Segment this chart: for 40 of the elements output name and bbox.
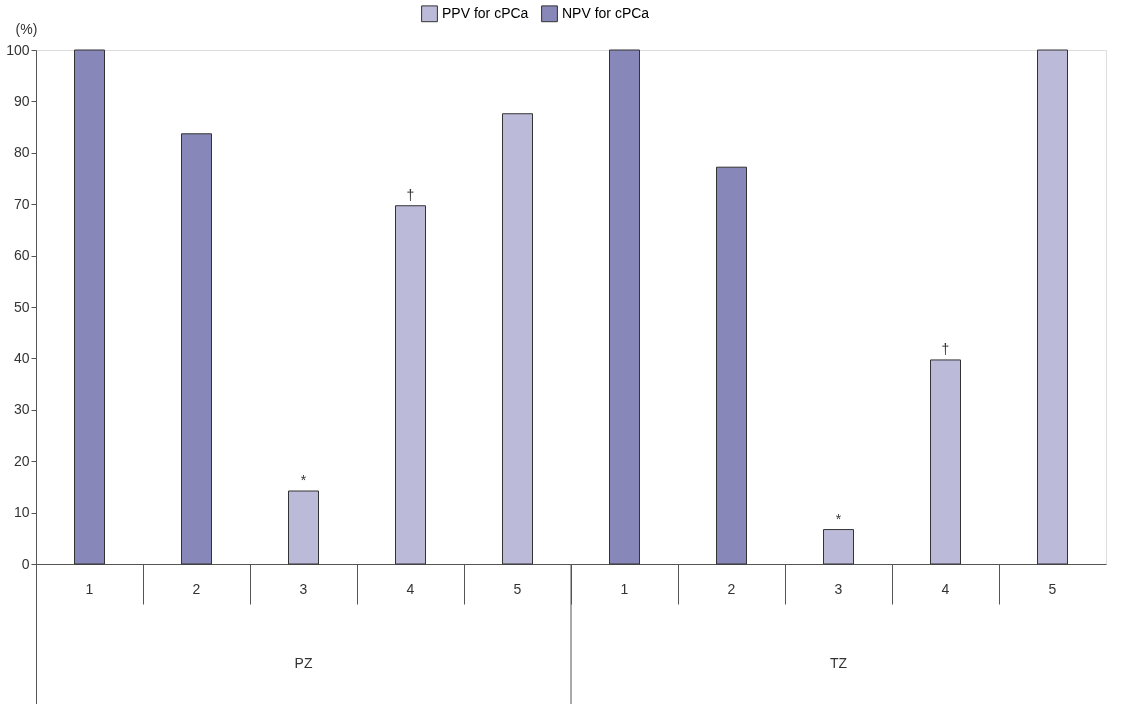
y-tick-label: 10 xyxy=(13,504,30,521)
bar xyxy=(609,49,640,565)
y-tick-label: 30 xyxy=(13,401,30,418)
bar xyxy=(395,205,426,565)
bar xyxy=(502,113,533,565)
bar xyxy=(823,529,854,565)
x-tick-label: 5 xyxy=(1048,580,1057,597)
x-tick-label: 3 xyxy=(299,580,308,597)
legend-label: NPV for cPCa xyxy=(562,4,650,21)
y-tick-label: 80 xyxy=(13,144,30,161)
y-tick-label: 0 xyxy=(21,555,30,572)
y-tick-label: 60 xyxy=(13,247,30,264)
y-axis-title: (%) xyxy=(15,20,38,37)
annotation: † xyxy=(941,340,950,357)
bar xyxy=(74,49,105,565)
annotation: * xyxy=(300,472,307,489)
bar xyxy=(1037,49,1068,565)
x-tick-label: 2 xyxy=(192,580,201,597)
x-tick-label: 1 xyxy=(85,580,94,597)
bar xyxy=(716,166,747,565)
x-tick-label: 4 xyxy=(406,580,415,597)
bar xyxy=(930,359,961,565)
annotation: * xyxy=(835,510,842,527)
y-tick-label: 20 xyxy=(13,452,30,469)
x-tick-label: 5 xyxy=(513,580,522,597)
y-tick-label: 90 xyxy=(13,92,30,109)
y-tick-label: 70 xyxy=(13,195,30,212)
text: TZ xyxy=(829,655,848,671)
legend-label: PPV for cPCa xyxy=(442,4,529,21)
y-tick-label: 50 xyxy=(13,298,30,315)
text: PZ xyxy=(294,655,313,671)
x-tick-label: 2 xyxy=(727,580,736,597)
y-tick-label: 40 xyxy=(13,349,30,366)
x-tick-label: 4 xyxy=(941,580,950,597)
x-tick-label: 1 xyxy=(620,580,629,597)
y-tick-label: 100 xyxy=(6,41,30,58)
bar xyxy=(181,133,212,565)
x-tick-label: 3 xyxy=(834,580,843,597)
bar xyxy=(288,490,319,565)
annotation: † xyxy=(406,186,415,203)
